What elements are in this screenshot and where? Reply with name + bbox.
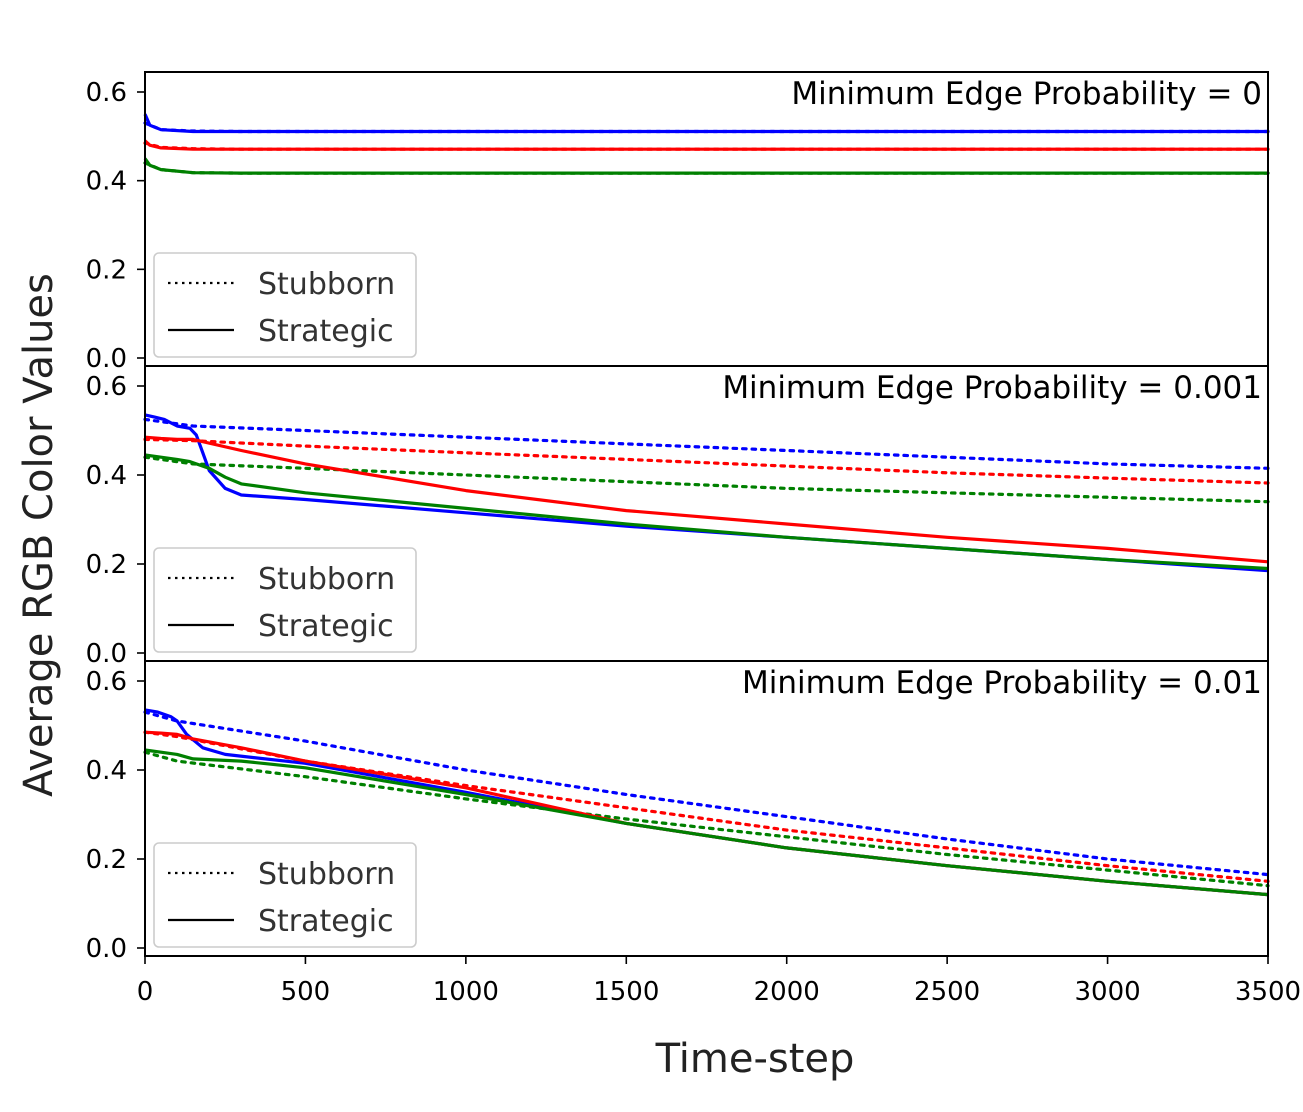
y-tick-label: 0.4	[86, 167, 127, 197]
plot-frame	[144, 660, 1269, 957]
series-line-solid-4	[143, 113, 1268, 134]
x-axis: 0 500 1000 1500 2000 2500 3000 3500	[137, 956, 1301, 1007]
legend-label: Stubborn	[258, 267, 395, 302]
x-tick-label: 3500	[1235, 977, 1301, 1007]
y-tick-label: 0.2	[86, 255, 127, 285]
x-tick-label: 2000	[754, 977, 820, 1007]
y-axis-title: Average RGB Color Values	[16, 273, 62, 797]
series-line-dotted-3	[143, 750, 1270, 888]
series-line-dotted-2	[143, 437, 1270, 485]
y-tick-label: 0.6	[86, 667, 127, 697]
legend-label: Stubborn	[258, 857, 395, 892]
series-line-dotted-1	[143, 710, 1270, 877]
series-line-dotted-3	[143, 455, 1270, 504]
chart-panel-2: 0.0 0.2 0.4 0.6 Minimum Edge Probability = 0…	[86, 365, 1270, 669]
x-axis-title: Time-step	[655, 1036, 855, 1082]
x-tick-label: 1000	[433, 977, 499, 1007]
legend-label: Strategic	[258, 314, 394, 349]
legend-label: Strategic	[258, 904, 394, 939]
series-line-dotted-1	[143, 417, 1270, 470]
x-tick-label: 3000	[1074, 977, 1140, 1007]
panel-title: Minimum Edge Probability = 0.001	[722, 370, 1262, 406]
legend: Stubborn Strategic	[153, 842, 417, 948]
y-tick-label: 0.4	[86, 756, 127, 786]
panels: 0.0 0.2 0.4 0.6 Minimum Edge Probability = 0…	[86, 71, 1270, 964]
y-tick-label: 0.2	[86, 550, 127, 580]
y-tick-label: 0.0	[86, 344, 127, 374]
legend: Stubborn Strategic	[153, 547, 417, 653]
series-line-solid-6	[144, 748, 1269, 897]
y-tick-label: 0.0	[86, 934, 127, 964]
y-tick-label: 0.4	[86, 461, 127, 491]
panel-title: Minimum Edge Probability = 0.01	[742, 665, 1262, 701]
series-line-solid-6	[144, 453, 1269, 571]
panel-title: Minimum Edge Probability = 0	[791, 76, 1262, 112]
chart-panel-1: 0.0 0.2 0.4 0.6 Minimum Edge Probability = 0…	[86, 71, 1270, 374]
y-tick-label: 0.6	[86, 78, 127, 108]
y-tick-label: 0.2	[86, 845, 127, 875]
legend-label: Stubborn	[258, 562, 395, 597]
legend-label: Strategic	[258, 609, 394, 644]
x-tick-label: 1500	[593, 977, 659, 1007]
chart-panel-3: 0.0 0.2 0.4 0.6 Minimum Edge Probability = 0…	[86, 660, 1270, 964]
series-line-solid-5	[144, 435, 1269, 564]
x-tick-label: 500	[281, 977, 331, 1007]
y-tick-label: 0.0	[86, 639, 127, 669]
y-tick-label: 0.6	[86, 372, 127, 402]
legend: Stubborn Strategic	[153, 252, 417, 358]
series-line-solid-5	[143, 139, 1268, 151]
x-tick-label: 0	[137, 977, 154, 1007]
x-tick-label: 2500	[914, 977, 980, 1007]
series-line-solid-6	[143, 157, 1268, 175]
